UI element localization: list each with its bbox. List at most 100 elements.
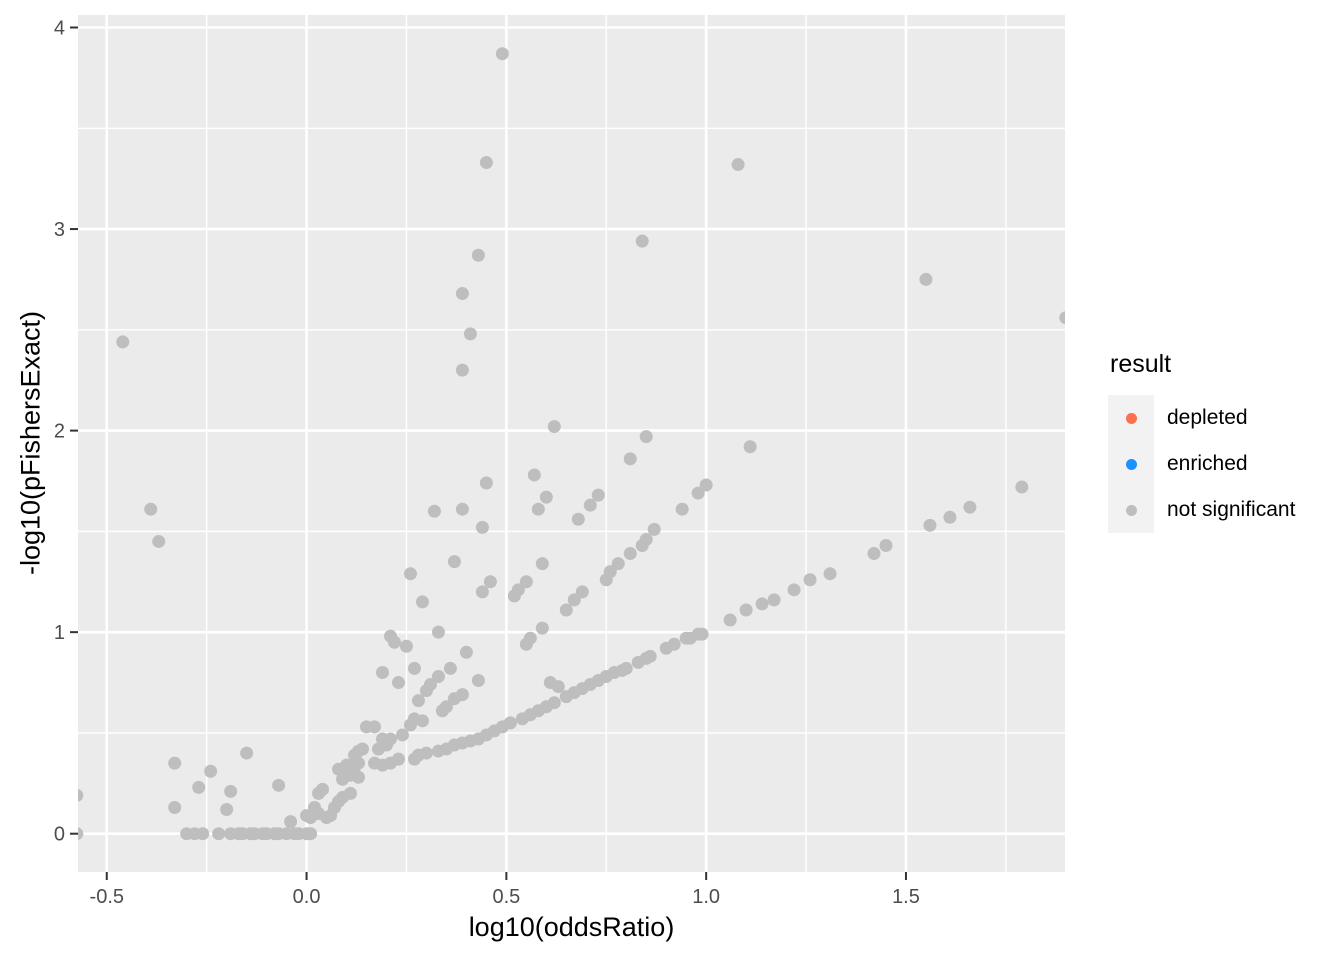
data-point: [923, 518, 937, 532]
data-point: [308, 801, 322, 815]
enriched-dot-icon: [1125, 458, 1137, 470]
not-significant-dot-icon: [1125, 504, 1137, 516]
data-point: [1015, 480, 1029, 494]
data-point: [78, 789, 84, 802]
data-point: [535, 557, 549, 571]
data-point: [919, 272, 933, 286]
data-point: [447, 692, 461, 706]
y-tick-label: 3: [54, 219, 65, 241]
data-point: [471, 248, 485, 262]
data-point: [387, 635, 401, 649]
legend-key-depleted: [1108, 395, 1154, 441]
data-point: [559, 603, 573, 617]
data-point: [691, 486, 705, 500]
data-point: [539, 490, 553, 504]
x-tick-label: 1.5: [892, 886, 920, 908]
legend-item-depleted: depleted: [1108, 395, 1340, 441]
data-point: [340, 764, 354, 778]
data-point: [667, 637, 681, 651]
data-point: [304, 827, 318, 841]
data-point: [695, 627, 709, 641]
data-point: [300, 809, 314, 823]
data-point: [435, 704, 449, 718]
data-point: [375, 665, 389, 679]
legend-label-enriched: enriched: [1167, 452, 1248, 475]
data-point: [527, 468, 541, 482]
data-point: [415, 714, 429, 728]
x-tick-label: -0.5: [90, 886, 124, 908]
data-point: [623, 547, 637, 561]
data-point: [739, 603, 753, 617]
y-tick-label: 4: [54, 17, 65, 39]
data-point: [192, 780, 206, 794]
data-point: [352, 756, 366, 770]
data-point: [479, 156, 493, 170]
data-point: [78, 827, 84, 841]
data-point: [395, 728, 409, 742]
data-point: [503, 716, 517, 730]
data-point: [1059, 311, 1065, 325]
data-point: [455, 502, 469, 516]
data-point: [431, 669, 445, 683]
x-tick-label: 0.5: [492, 886, 520, 908]
data-point: [459, 645, 473, 659]
data-point: [116, 335, 130, 349]
legend-key-enriched: [1108, 441, 1154, 487]
data-point: [204, 764, 218, 778]
legend-label-not-significant: not significant: [1167, 498, 1296, 521]
data-point: [455, 287, 469, 301]
legend-label-depleted: depleted: [1167, 406, 1248, 429]
data-point: [611, 557, 625, 571]
data-point: [284, 815, 298, 829]
data-point: [419, 746, 433, 760]
y-tick-label: 1: [54, 622, 65, 644]
data-point: [447, 555, 461, 569]
data-point: [623, 452, 637, 466]
data-point: [367, 720, 381, 734]
x-tick-label: 0.0: [293, 886, 321, 908]
data-point: [224, 784, 238, 798]
legend-title: result: [1110, 350, 1172, 378]
data-point: [212, 827, 226, 841]
legend-item-not-significant: not significant: [1108, 487, 1340, 533]
y-tick-label: 2: [54, 421, 65, 443]
data-point: [547, 696, 561, 710]
data-point: [344, 786, 358, 800]
data-point: [352, 770, 366, 784]
data-point: [483, 575, 497, 589]
data-point: [411, 694, 425, 708]
panel-background: [78, 15, 1065, 872]
data-point: [639, 430, 653, 444]
legend: result depleted enriched not significant: [1108, 350, 1340, 533]
data-point: [403, 718, 417, 732]
data-point: [475, 520, 489, 534]
data-point: [391, 676, 405, 690]
data-point: [575, 585, 589, 599]
data-point: [431, 625, 445, 639]
data-point: [399, 639, 413, 653]
data-point: [675, 502, 689, 516]
data-point: [519, 575, 533, 589]
data-point: [455, 363, 469, 377]
data-point: [787, 583, 801, 597]
legend-key-not-significant: [1108, 487, 1154, 533]
data-point: [643, 649, 657, 663]
data-point: [519, 637, 533, 651]
data-point: [220, 803, 234, 817]
data-point: [495, 47, 509, 61]
data-point: [943, 510, 957, 524]
data-point: [507, 589, 521, 603]
data-point: [479, 476, 493, 490]
data-point: [823, 567, 837, 581]
data-point: [731, 158, 745, 172]
data-point: [152, 534, 166, 548]
y-tick-label: 0: [54, 824, 65, 846]
data-point: [647, 522, 661, 536]
data-point: [371, 742, 385, 756]
data-point: [683, 631, 697, 645]
y-axis-title: -log10(pFishersExact): [15, 310, 46, 576]
data-point: [463, 327, 477, 341]
data-point: [567, 593, 581, 607]
